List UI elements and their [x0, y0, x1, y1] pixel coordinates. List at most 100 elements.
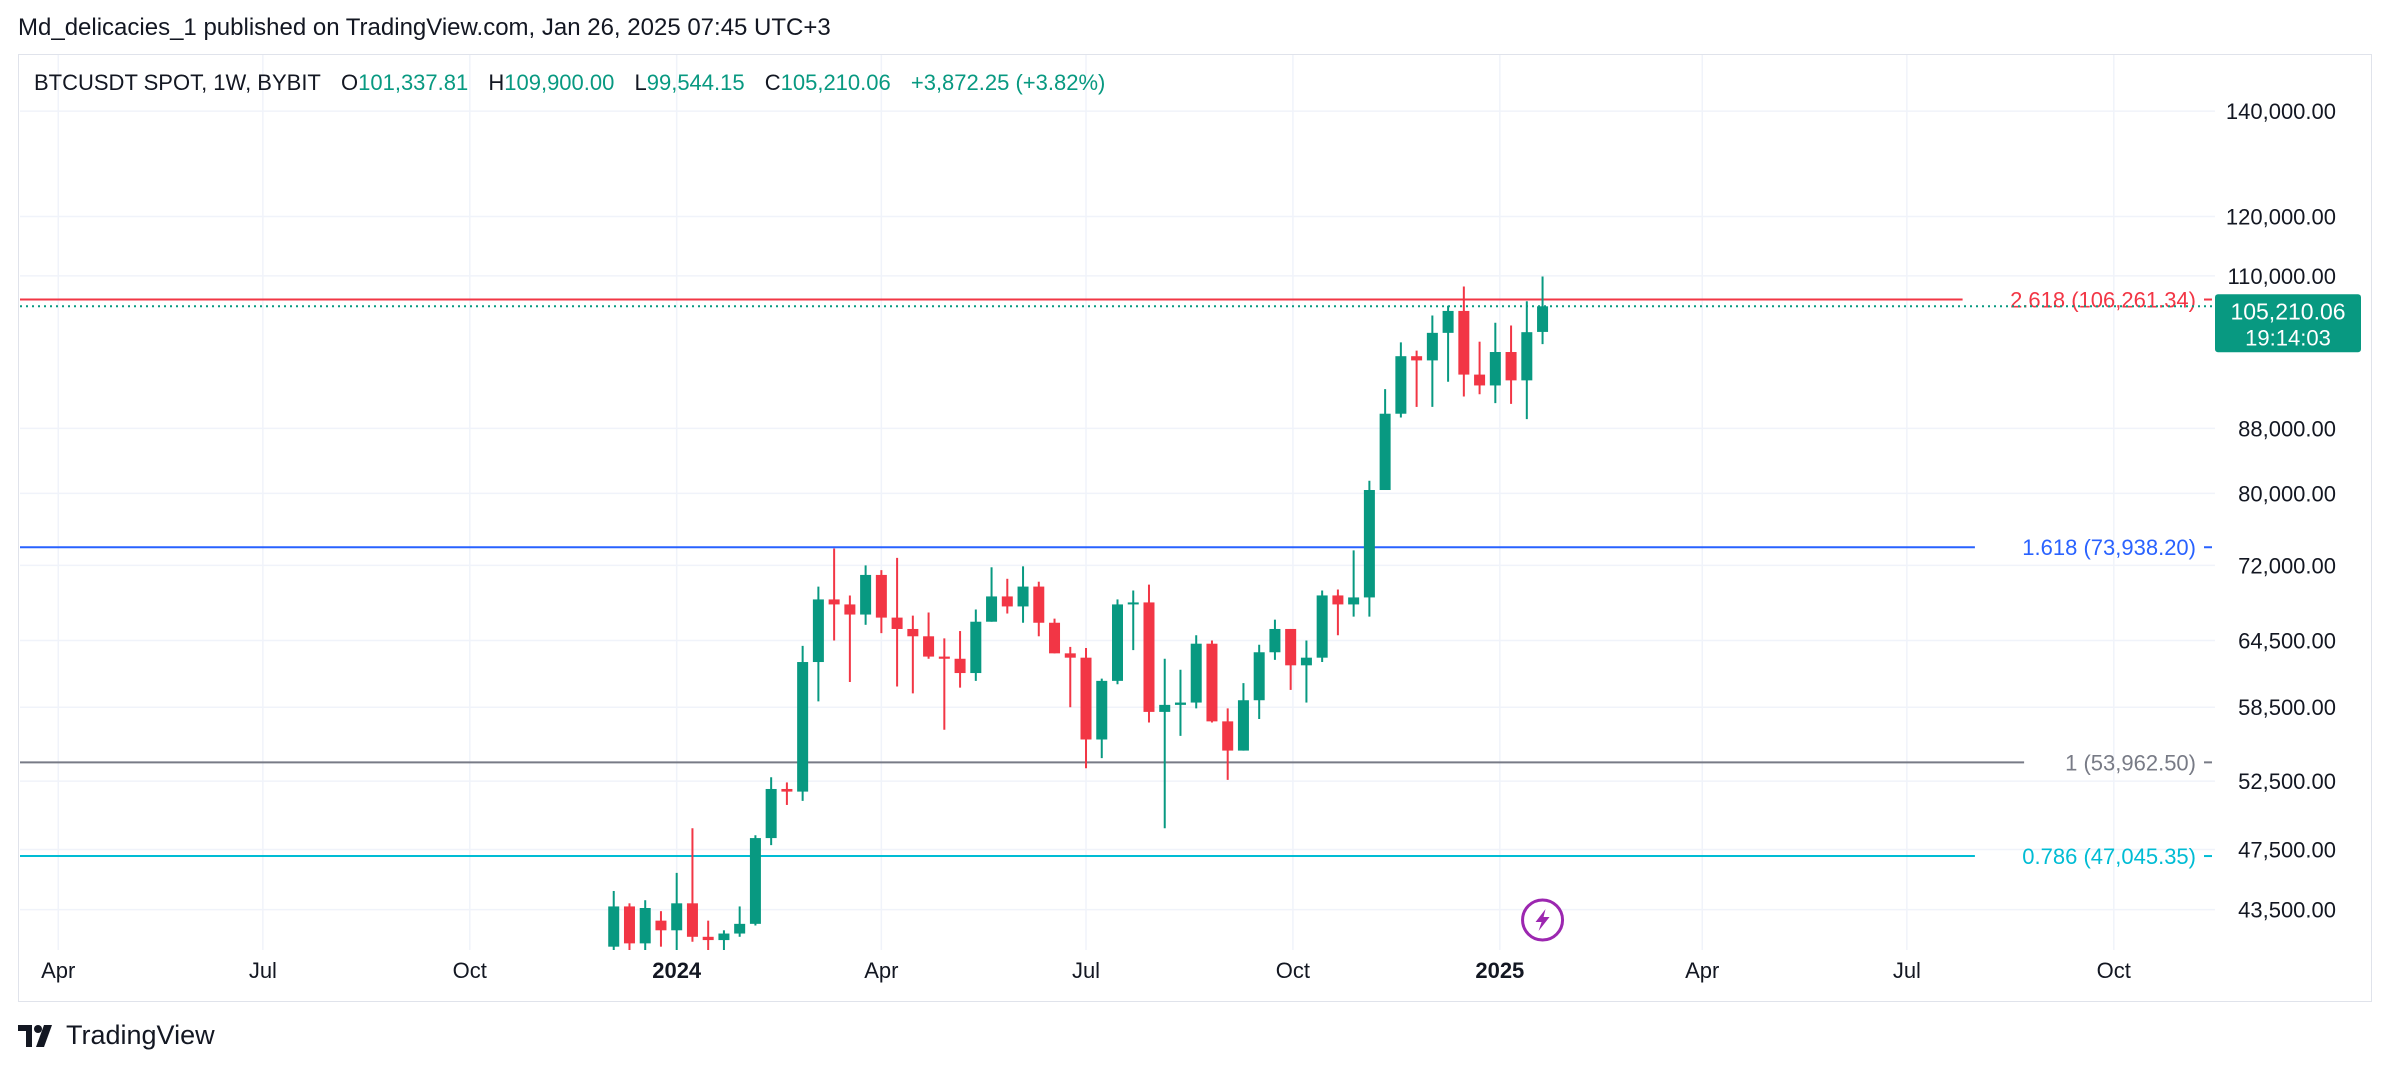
candle-body	[1316, 595, 1328, 658]
candle-body	[765, 788, 777, 839]
candle-body	[1395, 356, 1407, 414]
lightning-icon[interactable]	[1521, 898, 1565, 942]
candle-body	[860, 574, 872, 615]
ohlc-legend: BTCUSDT SPOT, 1W, BYBIT O101,337.81 H109…	[34, 70, 1109, 96]
candle-body	[1285, 628, 1297, 666]
candle-body	[655, 920, 667, 931]
candle-body	[1521, 332, 1533, 381]
candle-body	[1174, 702, 1186, 705]
candle-body	[1049, 622, 1061, 654]
x-tick-label: 2024	[652, 958, 702, 983]
candle-body	[1332, 595, 1344, 605]
fib-label: 2.618 (106,261.34)	[2010, 288, 2196, 313]
candle-body	[812, 599, 824, 663]
candle-body	[1064, 653, 1076, 658]
candle-body	[1096, 680, 1108, 740]
candle-body	[734, 923, 746, 934]
lightning-icon-bolt	[1535, 909, 1550, 931]
candle-body	[1143, 602, 1155, 712]
fib-levels: 2.618 (106,261.34) 1.618 (73,938.20) 1 (53…	[20, 288, 2212, 869]
candle-body	[781, 788, 793, 792]
x-tick-label: Oct	[1276, 958, 1310, 983]
candle-body	[671, 903, 683, 931]
y-tick-label: 64,500.00	[2238, 629, 2336, 654]
candle-body	[1489, 352, 1501, 386]
candle-body	[844, 604, 856, 615]
change-value: +3,872.25 (+3.82%)	[910, 70, 1106, 95]
candle-body	[1017, 586, 1029, 607]
candle-body	[907, 628, 919, 637]
candle-body	[970, 621, 982, 674]
candle-body	[749, 838, 761, 924]
candle-body	[1206, 643, 1218, 722]
low-value: 99,544.15	[646, 70, 745, 95]
footer: TradingView	[18, 1020, 215, 1051]
y-tick-label: 52,500.00	[2238, 769, 2336, 794]
candle-body	[1237, 700, 1249, 751]
candle-body	[1474, 374, 1486, 386]
x-tick-label: Apr	[1685, 958, 1719, 983]
candle-body	[608, 906, 620, 947]
y-tick-label: 120,000.00	[2226, 204, 2336, 229]
x-tick-label: Apr	[41, 958, 75, 983]
close-key: C	[764, 70, 781, 95]
candle-body	[1269, 628, 1281, 653]
candle-body	[639, 908, 651, 944]
close-value: 105,210.06	[780, 70, 891, 95]
x-tick-label: Oct	[453, 958, 487, 983]
candle-body	[1112, 604, 1123, 681]
x-tick-label: Jul	[249, 958, 277, 983]
open-value: 101,337.81	[358, 70, 469, 95]
candle-body	[718, 933, 730, 941]
candle-body	[954, 658, 966, 674]
candle-body	[1505, 352, 1517, 381]
candle-body	[1348, 597, 1360, 605]
chart-frame[interactable]	[18, 54, 2372, 1002]
candle-body	[1411, 356, 1423, 361]
high-key: H	[488, 70, 505, 95]
publish-info: Md_delicacies_1 published on TradingView…	[18, 14, 831, 41]
x-tick-label: Oct	[2097, 958, 2131, 983]
y-tick-label: 140,000.00	[2226, 99, 2336, 124]
tradingview-logo-icon[interactable]	[18, 1024, 56, 1047]
x-tick-label: Jul	[1072, 958, 1100, 983]
candle-body	[797, 662, 809, 792]
fib-label: 1 (53,962.50)	[2065, 750, 2196, 775]
candle-body	[828, 599, 840, 605]
candle-body	[1253, 652, 1265, 701]
candle-body	[1222, 721, 1234, 751]
footer-brand[interactable]: TradingView	[66, 1020, 215, 1050]
candle-body	[702, 936, 714, 941]
candle-body	[1363, 490, 1375, 598]
y-tick-label: 47,500.00	[2238, 837, 2336, 862]
candle-body	[1458, 310, 1470, 375]
candle-body	[1379, 413, 1391, 491]
fib-label: 0.786 (47,045.35)	[2022, 844, 2196, 869]
y-tick-label: 80,000.00	[2238, 481, 2336, 506]
symbol-label[interactable]: BTCUSDT SPOT, 1W, BYBIT	[34, 70, 321, 95]
bar-countdown: 19:14:03	[2245, 325, 2331, 350]
y-tick-label: 88,000.00	[2238, 416, 2336, 441]
candle-body	[1159, 704, 1171, 712]
y-tick-label: 58,500.00	[2238, 695, 2336, 720]
candle-body	[938, 656, 950, 659]
y-tick-label: 72,000.00	[2238, 553, 2336, 578]
price-axis: 140,000.00 120,000.00 110,000.00 88,000.00 8…	[2226, 99, 2336, 922]
grid-layer	[20, 55, 2215, 950]
candle-body	[1537, 306, 1549, 332]
candle-body	[623, 906, 635, 944]
high-value: 109,900.00	[504, 70, 615, 95]
fib-label: 1.618 (73,938.20)	[2022, 535, 2196, 560]
x-tick-label: 2025	[1475, 958, 1524, 983]
candle-body	[1442, 310, 1454, 333]
last-price-value: 105,210.06	[2230, 298, 2345, 324]
candle-body	[1033, 586, 1045, 623]
last-price-tag	[2215, 294, 2361, 353]
candle-body	[1426, 332, 1438, 361]
candle-body	[686, 903, 698, 937]
open-key: O	[341, 70, 359, 95]
candle-body	[891, 617, 903, 629]
low-key: L	[634, 70, 647, 95]
